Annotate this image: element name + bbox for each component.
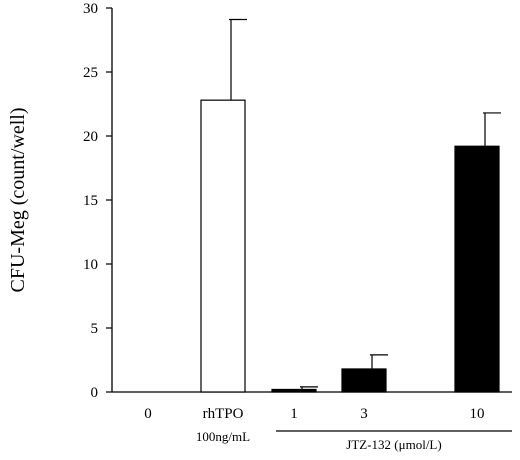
chart-axes: [106, 7, 512, 393]
x-tick-label: 1: [290, 406, 298, 422]
rhtpo-concentration-label: 100ng/mL: [196, 429, 250, 444]
chart-labels: 0 5 10 15 20 25 30 0 rhTPO 1 3 10: [83, 1, 485, 422]
y-tick-label: 30: [83, 1, 98, 17]
x-tick-label: rhTPO: [203, 406, 244, 422]
bar-3: [341, 368, 387, 393]
y-tick-label: 0: [91, 385, 99, 401]
chart-bars: [200, 18, 501, 393]
y-axis-label: CFU-Meg (count/well): [7, 108, 29, 293]
y-tick-label: 20: [83, 129, 98, 145]
y-tick-label: 15: [83, 193, 98, 209]
x-tick-label: 0: [144, 406, 152, 422]
jtz-group-label: JTZ-132 (μmol/L): [346, 437, 441, 452]
bar-10: [454, 145, 500, 393]
y-tick-label: 5: [91, 321, 99, 337]
x-tick-label: 3: [360, 406, 368, 422]
bar-rhtpo: [200, 99, 246, 393]
x-tick-label: 10: [470, 406, 485, 422]
y-tick-label: 25: [83, 65, 98, 81]
y-tick-label: 10: [83, 257, 98, 273]
bar-1: [271, 388, 317, 393]
